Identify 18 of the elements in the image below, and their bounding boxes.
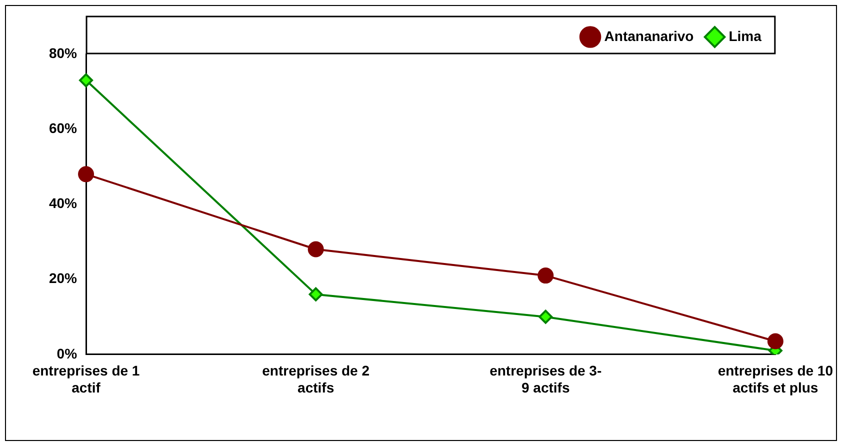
x-tick-label: entreprises de 3- 9 actifs	[490, 362, 602, 396]
x-tick-label: entreprises de 10 actifs et plus	[718, 362, 834, 396]
point	[538, 310, 553, 324]
point	[308, 287, 323, 302]
legend-label: Antananarivo	[604, 28, 694, 44]
x-tick-label: entreprises de 1 actif	[32, 362, 140, 396]
point	[767, 333, 784, 350]
y-tick-label: 80%	[48, 44, 78, 61]
point	[79, 73, 94, 88]
point	[538, 268, 554, 284]
y-tick-label: 20%	[48, 270, 78, 286]
x-tick-label: entreprises de 2 actifs	[262, 362, 370, 396]
point	[308, 241, 324, 258]
y-tick-label: 0%	[56, 345, 78, 362]
y-tick-label: 40%	[48, 195, 78, 212]
point	[78, 166, 94, 182]
y-tick-label: 60%	[48, 120, 78, 136]
legend-label: Lima	[728, 28, 762, 44]
